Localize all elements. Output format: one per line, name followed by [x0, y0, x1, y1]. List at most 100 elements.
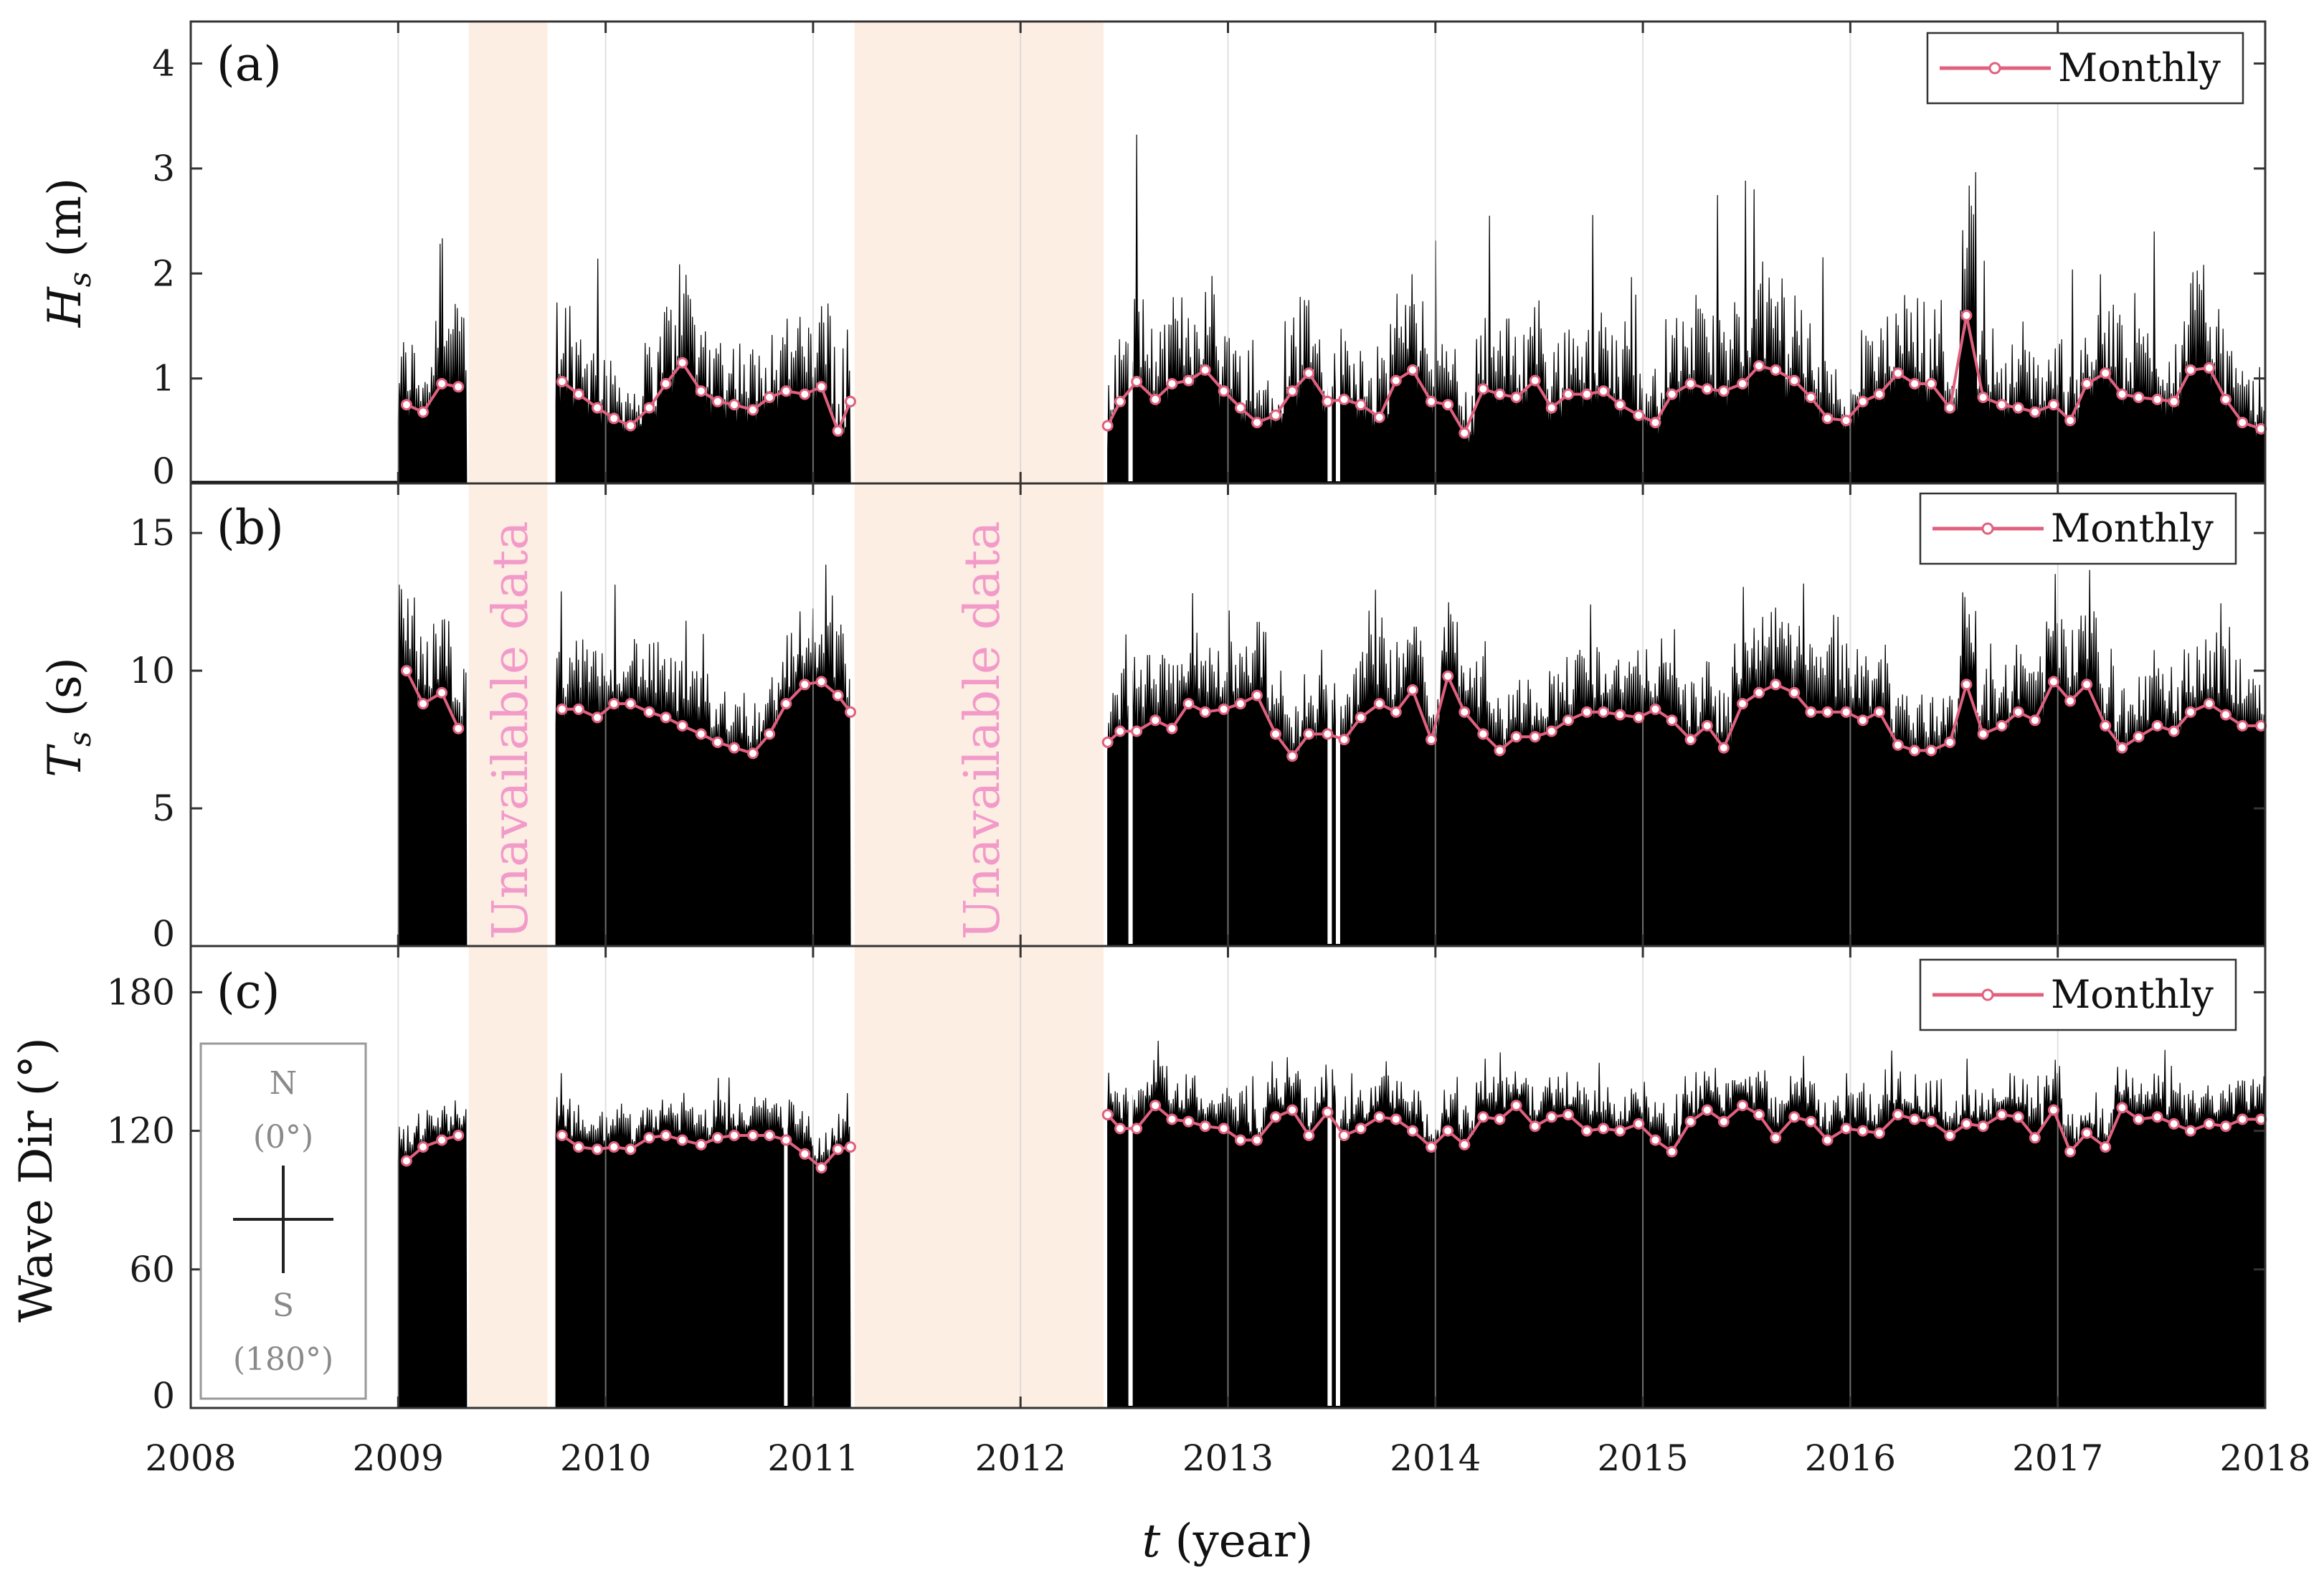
- hs-monthly-point: [400, 399, 412, 411]
- hs-monthly-point: [1251, 417, 1263, 429]
- dir-monthly-point: [1717, 1115, 1730, 1128]
- ts-monthly-point: [1426, 734, 1437, 746]
- dir-monthly-point: [1166, 1113, 1178, 1125]
- ts-ytick-label: 5: [152, 788, 175, 829]
- compass-inset: N (0°) S (180°): [199, 1042, 367, 1400]
- dir-monthly-point: [1251, 1134, 1263, 1146]
- dir-monthly-point: [1944, 1130, 1956, 1141]
- ts-monthly-point: [1873, 706, 1885, 718]
- x-axis-title: t (year): [1142, 1515, 1314, 1568]
- hs-monthly-point: [436, 378, 448, 389]
- hs-monthly-point: [1322, 395, 1334, 407]
- hs-raw-segment-3: [1107, 134, 2265, 483]
- xtick-label: 2014: [1390, 1437, 1481, 1479]
- panel-c-tag: (c): [217, 964, 280, 1019]
- dir-monthly-point: [1684, 1115, 1697, 1128]
- hs-monthly-point: [1459, 427, 1471, 439]
- hs-axis-symbol: H: [39, 286, 92, 328]
- dir-monthly-point: [1977, 1120, 1989, 1133]
- hs-monthly-point: [660, 378, 672, 389]
- hs-monthly-point: [2133, 392, 2145, 403]
- ts-monthly-point: [2203, 698, 2215, 710]
- ts-monthly-point: [2116, 742, 2128, 754]
- hs-monthly-point: [592, 402, 603, 414]
- ts-monthly-point: [1701, 719, 1713, 732]
- dir-monthly-point: [1234, 1134, 1246, 1146]
- hs-monthly-point: [1510, 392, 1522, 403]
- ts-monthly-point: [1581, 706, 1593, 718]
- ts-monthly-point: [1717, 742, 1730, 754]
- ts-monthly-point: [1614, 709, 1626, 721]
- xtick-label: 2011: [767, 1437, 858, 1479]
- hs-monthly-point: [1649, 417, 1661, 429]
- dir-monthly-point: [2047, 1104, 2059, 1116]
- x-axis-symbol: t: [1142, 1515, 1161, 1568]
- hs-monthly-point: [1770, 364, 1782, 376]
- hs-monthly-point: [1944, 402, 1956, 414]
- dir-monthly-point: [1149, 1100, 1162, 1112]
- hs-monthly-point: [2029, 406, 2041, 418]
- hs-monthly-point: [417, 406, 429, 418]
- shaded-region-1: [468, 22, 548, 1408]
- dir-monthly-point: [2133, 1113, 2145, 1125]
- hs-monthly-point: [711, 395, 724, 407]
- dir-monthly-point: [1821, 1134, 1834, 1146]
- xtick-label: 2017: [2012, 1437, 2103, 1479]
- ts-monthly-point: [1390, 706, 1402, 718]
- dir-monthly-point: [1218, 1123, 1230, 1135]
- ts-monthly-point: [1649, 703, 1661, 715]
- hs-monthly-point: [2012, 402, 2024, 414]
- hs-monthly-point: [1856, 395, 1869, 407]
- legend-a-marker: [1988, 62, 2001, 75]
- hs-monthly-point: [1199, 364, 1211, 376]
- ts-monthly-series: [400, 665, 2267, 762]
- hs-monthly-point: [2203, 362, 2215, 374]
- dir-monthly-point: [729, 1130, 740, 1141]
- ts-monthly-point: [1373, 698, 1385, 710]
- ts-dropout-3: [1335, 483, 1340, 944]
- ts-monthly-point: [1459, 706, 1471, 718]
- ts-monthly-point: [2237, 719, 2249, 732]
- ts-monthly-point: [1944, 736, 1956, 748]
- dir-monthly-point: [695, 1138, 707, 1150]
- dir-monthly-point: [452, 1130, 465, 1141]
- hs-monthly-point: [1925, 378, 1938, 389]
- hs-monthly-point: [2151, 393, 2163, 405]
- dir-monthly-point: [2116, 1102, 2128, 1114]
- ts-monthly-point: [1270, 728, 1281, 740]
- compass-north-label: N: [270, 1065, 298, 1102]
- legend-b-label: Monthly: [2051, 506, 2214, 551]
- dir-monthly-point: [1477, 1111, 1489, 1123]
- ts-monthly-point: [1494, 745, 1506, 757]
- xtick-label: 2008: [145, 1437, 236, 1479]
- dir-monthly-point: [1322, 1106, 1334, 1118]
- ts-monthly-point: [1737, 698, 1748, 710]
- dir-monthly-point: [1131, 1123, 1143, 1135]
- ts-monthly-point: [1355, 712, 1367, 724]
- hs-monthly-point: [573, 388, 584, 400]
- hs-dropout-1: [1128, 22, 1133, 481]
- panel-a-tag: (a): [217, 37, 282, 92]
- dir-monthly-point: [2029, 1132, 2041, 1144]
- ts-monthly-point: [1909, 745, 1921, 757]
- dir-monthly-point: [1649, 1134, 1661, 1146]
- dir-monthly-point: [711, 1132, 724, 1144]
- dir-monthly-point: [1805, 1115, 1817, 1128]
- xtick-label: 2018: [2219, 1437, 2310, 1479]
- dir-monthly-point: [1960, 1117, 1973, 1130]
- ts-monthly-point: [832, 689, 844, 701]
- ts-monthly-point: [1562, 714, 1574, 727]
- hs-monthly-point: [676, 356, 688, 369]
- hs-monthly-point: [1101, 420, 1114, 432]
- ts-monthly-point: [1114, 725, 1127, 737]
- ts-monthly-point: [729, 742, 740, 754]
- hs-monthly-point: [1355, 399, 1367, 411]
- hs-monthly-point: [1131, 376, 1143, 387]
- ts-monthly-point: [1770, 679, 1782, 691]
- hs-monthly-point: [764, 392, 776, 403]
- xtick-label: 2013: [1182, 1437, 1274, 1479]
- panel-b-tag: (b): [217, 500, 284, 555]
- dir-monthly-point: [1270, 1111, 1281, 1123]
- dir-monthly-point: [1598, 1123, 1610, 1135]
- x-axis-unit: (year): [1160, 1515, 1313, 1568]
